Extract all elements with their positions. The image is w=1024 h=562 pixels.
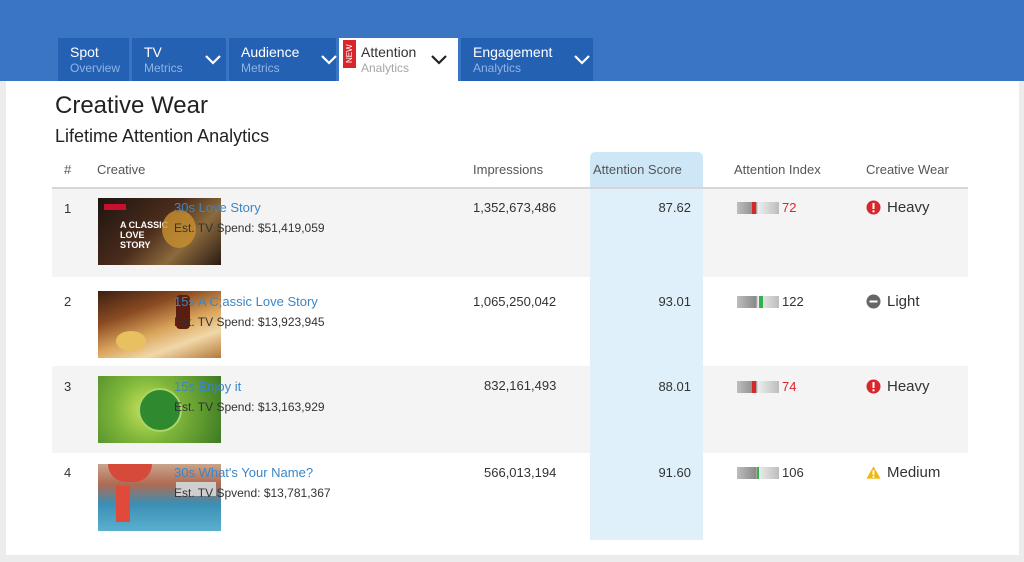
thumbnail-umbrella — [108, 464, 152, 482]
creative-wear: Light — [866, 293, 920, 310]
attention-score-value: 87.62 — [658, 200, 691, 215]
tab-label: Engagement — [473, 44, 553, 60]
alert-icon — [866, 200, 881, 215]
thumbnail-logo — [104, 204, 126, 210]
row-number: 3 — [64, 379, 72, 394]
creative-link[interactable]: 15s A C;assic Love Story — [174, 294, 318, 309]
attention-index-value: 74 — [782, 379, 797, 394]
index-marker — [757, 466, 759, 479]
chevron-down-icon[interactable] — [321, 51, 338, 69]
attention-index: 74 — [737, 379, 796, 394]
impressions-value: 566,013,194 — [484, 465, 557, 480]
page-title: Creative Wear — [55, 92, 208, 119]
attention-index-value: 122 — [782, 294, 804, 309]
attention-score-value: 91.60 — [658, 465, 691, 480]
tab-sublabel: Overview — [70, 61, 121, 75]
attention-index-bar — [737, 295, 779, 308]
thumbnail-food — [162, 210, 196, 248]
tab-label: Audience — [241, 44, 300, 60]
thumbnail-bottle-cap — [138, 388, 182, 432]
tab-sublabel: Analytics — [361, 61, 410, 75]
column-header-creative[interactable]: Creative — [97, 162, 146, 177]
tab-tv-metrics[interactable]: TV Metrics — [132, 38, 226, 81]
attention-index: 122 — [737, 294, 804, 309]
tab-audience-metrics[interactable]: Audience Metrics — [229, 38, 338, 81]
alert-icon — [866, 379, 881, 394]
thumbnail-food — [116, 331, 146, 351]
impressions-value: 1,352,673,486 — [473, 200, 557, 215]
impressions-value: 1,065,250,042 — [473, 294, 557, 309]
tab-attention-analytics[interactable]: NEW Attention Analytics — [339, 38, 458, 81]
row-number: 1 — [64, 201, 72, 216]
creative-wear: Heavy — [866, 378, 930, 395]
tab-engagement-analytics[interactable]: Engagement Analytics — [461, 38, 593, 81]
attention-score-header-highlight[interactable] — [590, 152, 703, 188]
column-header-attention-index[interactable]: Attention Index — [734, 162, 821, 177]
creative-wear-label: Light — [887, 293, 920, 310]
attention-index-bar — [737, 201, 779, 214]
tab-sublabel: Metrics — [144, 61, 183, 75]
column-header-creative-wear[interactable]: Creative Wear — [866, 162, 949, 177]
impressions-value: 832,161,493 — [484, 378, 557, 393]
attention-index-value: 106 — [782, 465, 804, 480]
creative-wear: Medium — [866, 464, 940, 481]
thumbnail-lifeguard-chair — [116, 486, 130, 522]
est-tv-spend: Est. TV Spend: $51,419,059 — [174, 221, 325, 235]
column-header-attention-score[interactable]: Attention Score — [593, 162, 682, 177]
creative-thumbnail[interactable] — [98, 376, 221, 443]
tab-label: TV — [144, 44, 162, 60]
row-number: 2 — [64, 294, 72, 309]
row-number: 4 — [64, 465, 72, 480]
creative-link[interactable]: 15s Enjoy it — [174, 379, 242, 394]
attention-index-bar — [737, 466, 779, 479]
index-marker — [752, 380, 756, 393]
creative-thumbnail[interactable] — [98, 464, 221, 531]
attention-index: 72 — [737, 200, 796, 215]
attention-score-column-highlight — [590, 188, 703, 540]
index-marker — [759, 295, 763, 308]
creative-wear-label: Heavy — [887, 199, 930, 216]
new-badge: NEW — [343, 40, 356, 68]
tab-label: Spot — [70, 44, 99, 60]
chevron-down-icon[interactable] — [430, 51, 448, 69]
creative-link[interactable]: 30s Love Story — [174, 200, 261, 215]
est-tv-spend: Est. TV Spend: $13,163,929 — [174, 400, 325, 414]
est-tv-spend: Est. TV Spvend: $13,781,367 — [174, 486, 331, 500]
header-divider — [52, 187, 968, 189]
creative-thumbnail[interactable] — [98, 291, 221, 358]
thumbnail-text: A CLASSIC LOVE STORY — [120, 220, 169, 250]
creative-link[interactable]: 30s What's Your Name? — [174, 465, 314, 480]
index-marker — [752, 201, 756, 214]
attention-index-value: 72 — [782, 200, 797, 215]
attention-index-bar — [737, 380, 779, 393]
column-header-num: # — [64, 162, 72, 177]
attention-score-value: 88.01 — [658, 379, 691, 394]
tab-sublabel: Analytics — [473, 61, 522, 75]
thumbnail-bottle — [176, 295, 190, 329]
page-subtitle: Lifetime Attention Analytics — [55, 126, 270, 146]
warning-icon — [866, 465, 881, 480]
est-tv-spend: Est. TV Spend: $13,923,945 — [174, 315, 325, 329]
tab-sublabel: Metrics — [241, 61, 280, 75]
creative-thumbnail[interactable]: A CLASSIC LOVE STORY — [98, 198, 221, 265]
column-header-impressions[interactable]: Impressions — [473, 162, 544, 177]
tab-label: Attention — [361, 44, 417, 60]
minus-circle-icon — [866, 294, 881, 309]
tab-bar: Spot Overview TV Metrics Audience Metrics N… — [58, 38, 593, 81]
tab-spot-overview[interactable]: Spot Overview — [58, 38, 129, 81]
attention-index: 106 — [737, 465, 804, 480]
thumbnail-building — [176, 482, 216, 496]
chevron-down-icon[interactable] — [204, 51, 221, 69]
attention-score-value: 93.01 — [658, 294, 691, 309]
creative-wear-label: Heavy — [887, 378, 930, 395]
creative-wear: Heavy — [866, 199, 930, 216]
creative-wear-label: Medium — [887, 464, 941, 481]
chevron-down-icon[interactable] — [574, 51, 591, 69]
